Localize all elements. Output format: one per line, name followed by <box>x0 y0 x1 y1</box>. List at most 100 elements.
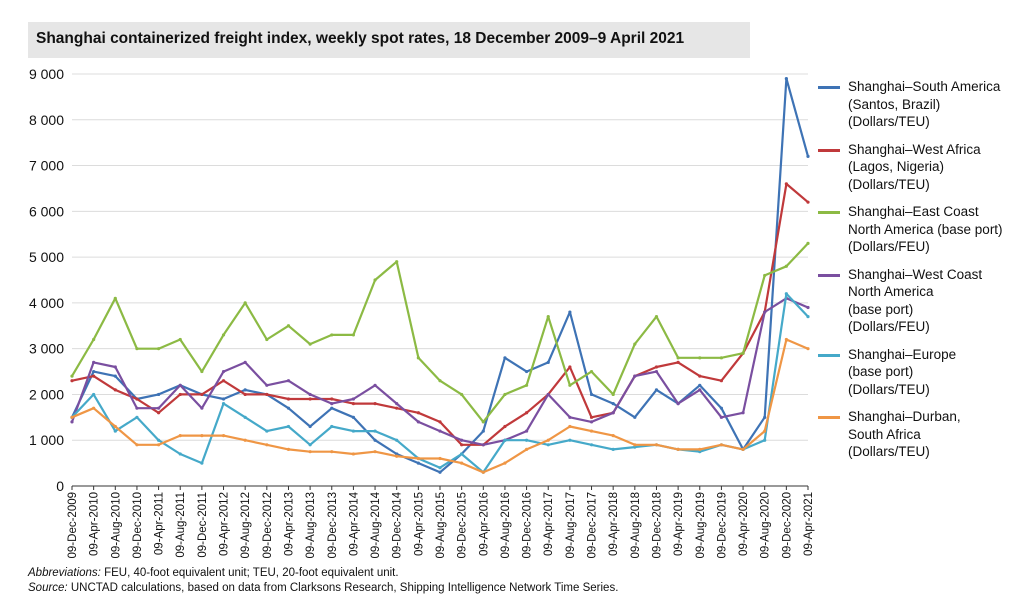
x-tick-label: 09-Apr-2021 <box>803 492 815 556</box>
series-point-4 <box>330 424 334 429</box>
series-point-2 <box>178 337 182 342</box>
x-tick-label: 09-Dec-2020 <box>781 492 793 558</box>
series-point-1 <box>784 182 788 186</box>
series-point-3 <box>373 383 377 387</box>
series-point-2 <box>416 356 420 360</box>
series-point-0 <box>92 369 96 374</box>
chart-legend: Shanghai–South America (Santos, Brazil) … <box>818 78 1018 471</box>
y-tick-label: 8 000 <box>29 112 64 128</box>
legend-swatch <box>818 86 840 89</box>
series-point-1 <box>373 402 377 406</box>
series-point-2 <box>351 333 356 337</box>
series-point-1 <box>676 360 680 364</box>
series-point-0 <box>611 402 615 406</box>
legend-swatch <box>818 148 840 152</box>
series-point-3 <box>200 406 204 410</box>
series-point-2 <box>568 383 572 387</box>
x-tick-label: 09-Apr-2013 <box>283 492 295 556</box>
series-point-0 <box>395 452 399 456</box>
series-point-0 <box>546 360 550 364</box>
series-point-4 <box>568 438 572 442</box>
x-tick-label: 09-Aug-2020 <box>760 492 772 559</box>
series-point-2 <box>373 278 377 282</box>
series-point-3 <box>481 443 485 447</box>
series-point-3 <box>395 402 399 406</box>
series-point-5 <box>676 447 680 451</box>
x-tick-label: 09-Apr-2014 <box>348 491 360 556</box>
footnotes: Abbreviations: FEU, 40-foot equivalent u… <box>28 566 618 596</box>
x-tick-label: 09-Aug-2012 <box>240 492 252 559</box>
x-tick-label: 09-Dec-2011 <box>197 492 209 558</box>
series-point-5 <box>568 424 572 429</box>
x-tick-label: 09-Apr-2012 <box>219 492 231 556</box>
series-point-5 <box>200 434 204 438</box>
series-point-3 <box>763 310 767 314</box>
series-point-1 <box>438 420 442 424</box>
series-point-2 <box>481 420 485 424</box>
source-note: Source: UNCTAD calculations, based on da… <box>28 581 618 596</box>
x-tick-label: 09-Dec-2012 <box>262 492 274 558</box>
x-tick-label: 09-Aug-2015 <box>435 492 447 559</box>
series-point-2 <box>395 260 399 264</box>
series-point-3 <box>286 379 291 383</box>
series-point-2 <box>113 296 117 300</box>
x-tick-label: 09-Apr-2011 <box>154 492 166 555</box>
x-tick-label: 09-Aug-2016 <box>500 492 512 559</box>
legend-label: Shanghai–Europe (base port) (Dollars/TEU… <box>848 346 957 397</box>
series-point-5 <box>113 424 117 429</box>
series-point-2 <box>611 392 615 397</box>
series-point-0 <box>221 397 226 401</box>
x-tick-label: 09-Dec-2009 <box>67 492 79 558</box>
series-point-0 <box>524 369 529 374</box>
x-tick-label: 09-Aug-2013 <box>305 492 317 559</box>
series-point-5 <box>611 434 615 438</box>
series-point-1 <box>416 411 420 415</box>
series-point-1 <box>92 374 96 378</box>
series-point-0 <box>416 461 420 465</box>
series-point-4 <box>373 429 377 433</box>
series-point-2 <box>503 392 507 397</box>
series-point-4 <box>351 429 356 433</box>
series-point-0 <box>243 388 247 392</box>
series-point-3 <box>178 383 182 387</box>
x-tick-label: 09-Dec-2010 <box>132 492 144 558</box>
series-point-1 <box>330 397 334 401</box>
series-point-3 <box>221 369 226 374</box>
series-point-2 <box>589 369 594 374</box>
series-point-5 <box>330 450 334 454</box>
series-point-3 <box>156 406 161 410</box>
series-point-3 <box>654 369 659 374</box>
series-point-1 <box>698 374 702 378</box>
series-point-5 <box>784 337 788 342</box>
series-point-1 <box>503 424 507 429</box>
series-point-4 <box>221 402 226 406</box>
series-point-5 <box>763 429 767 433</box>
series-point-1 <box>719 379 724 383</box>
x-tick-label: 09-Apr-2017 <box>543 492 555 556</box>
series-point-4 <box>460 452 464 456</box>
series-point-3 <box>113 365 117 369</box>
series-point-0 <box>568 310 572 314</box>
x-tick-label: 09-Dec-2017 <box>587 492 599 558</box>
series-point-4 <box>200 461 204 465</box>
source-label: Source: <box>28 582 68 594</box>
series-point-2 <box>741 351 745 355</box>
series-point-3 <box>70 420 74 424</box>
series-point-1 <box>156 411 161 415</box>
series-line-4 <box>71 292 809 474</box>
series-point-2 <box>719 356 724 360</box>
abbreviations-note: Abbreviations: FEU, 40-foot equivalent u… <box>28 566 618 581</box>
x-tick-label: 09-Apr-2016 <box>478 492 490 556</box>
series-point-4 <box>633 445 637 449</box>
series-point-3 <box>438 429 442 433</box>
series-point-5 <box>654 443 659 447</box>
x-tick-label: 09-Apr-2019 <box>673 492 685 556</box>
series-point-5 <box>481 470 485 474</box>
x-tick-label: 09-Aug-2019 <box>695 492 707 559</box>
series-point-2 <box>286 324 291 328</box>
series-point-3 <box>135 406 139 410</box>
series-point-2 <box>784 264 788 268</box>
y-tick-label: 1 000 <box>29 432 64 448</box>
series-point-3 <box>416 420 420 424</box>
series-point-5 <box>373 450 377 454</box>
